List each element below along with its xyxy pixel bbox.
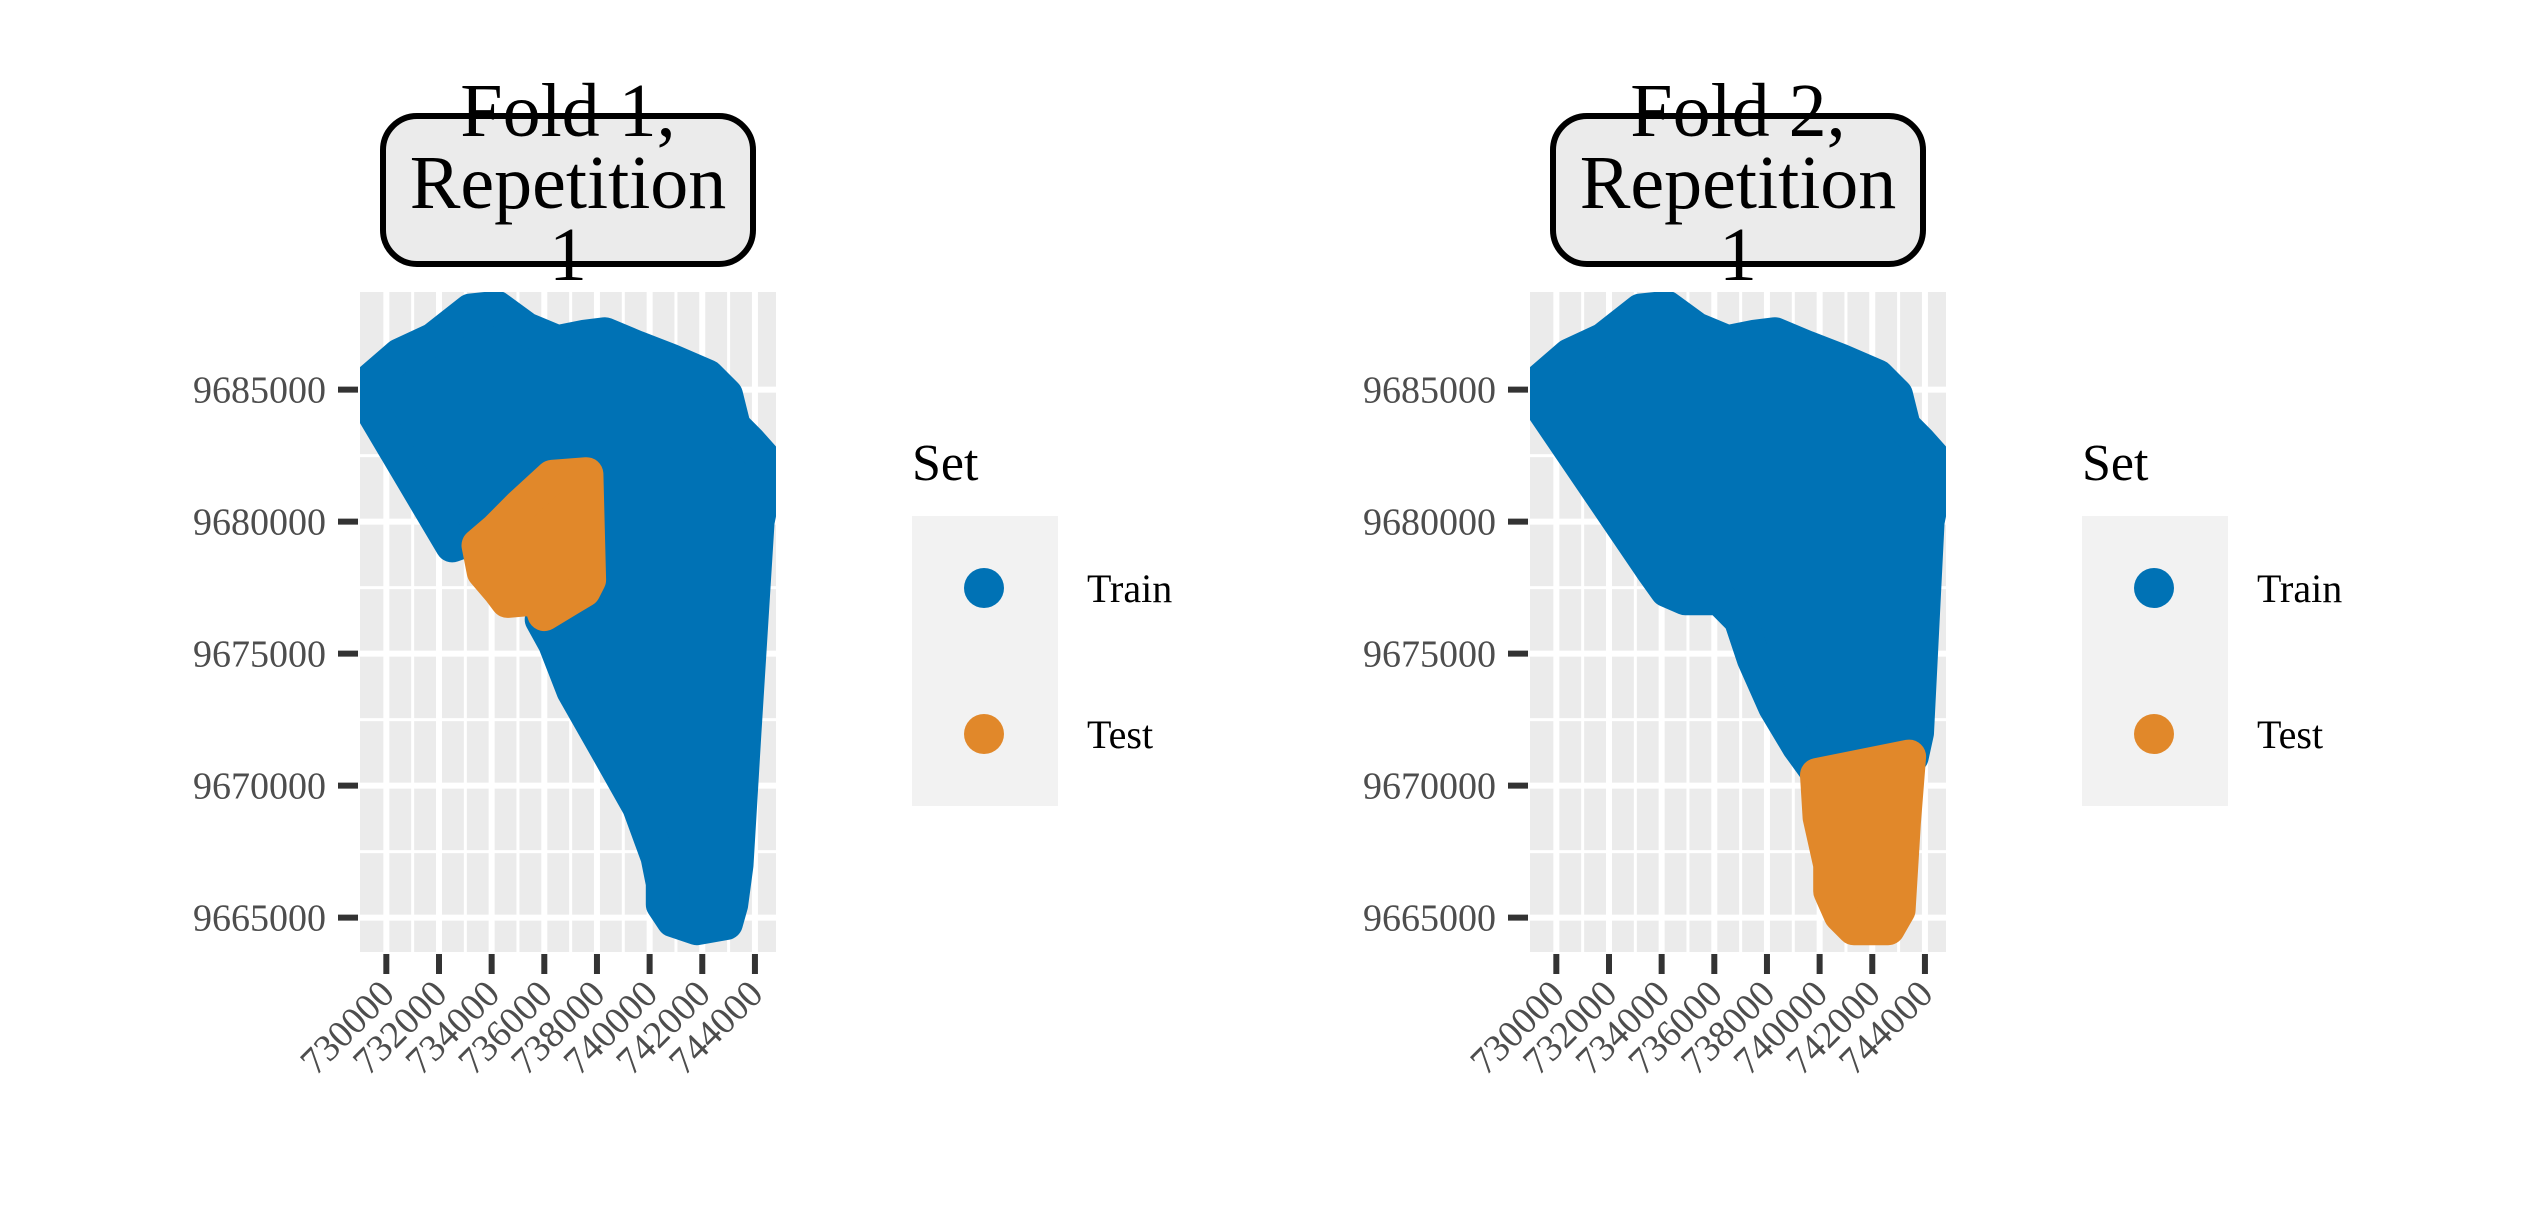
facet-strip-title-line: Fold 1, [460,69,675,153]
series-train-points [1530,292,1946,793]
y-tick-label: 9685000 [1363,370,1496,412]
legend-key-background [2082,516,2228,806]
legend-title: Set [912,435,979,492]
facet-panel-1: 9665000967000096750009680000968500073000… [193,69,1172,1083]
y-tick-label: 9675000 [1363,634,1496,676]
facet-strip [380,113,756,267]
legend: Set Train Test [912,435,1172,806]
y-tick-label: 9685000 [193,370,326,412]
y-tick-label: 9665000 [193,898,326,940]
facet-strip-title-line: Fold 2, [1630,69,1845,153]
legend-swatch-train [2134,568,2174,608]
legend-swatch-test [964,714,1004,754]
series-test-points [1800,739,1927,946]
facet-panel-2: 9665000967000096750009680000968500073000… [1363,69,2342,1083]
legend-title: Set [2082,435,2149,492]
data-layer [360,292,776,946]
y-tick-label: 9670000 [193,766,326,808]
data-layer [1530,292,1946,946]
facet-strip-title-line: 1 [549,213,587,297]
facet-strip-title-line: 1 [1719,213,1757,297]
y-tick-label: 9670000 [1363,766,1496,808]
y-tick-label: 9680000 [1363,502,1496,544]
facet-strip-title-line: Repetition [1580,141,1897,225]
facet-strip [1550,113,1926,267]
series-test-points [461,457,607,632]
legend: Set Train Test [2082,435,2342,806]
legend-label-train: Train [2257,566,2342,611]
legend-label-test: Test [2257,712,2323,757]
y-tick-label: 9680000 [193,502,326,544]
y-tick-label: 9675000 [193,634,326,676]
legend-label-test: Test [1087,712,1153,757]
legend-label-train: Train [1087,566,1172,611]
legend-key-background [912,516,1058,806]
legend-swatch-train [964,568,1004,608]
facet-strip-title-line: Repetition [410,141,727,225]
legend-swatch-test [2134,714,2174,754]
y-tick-label: 9665000 [1363,898,1496,940]
